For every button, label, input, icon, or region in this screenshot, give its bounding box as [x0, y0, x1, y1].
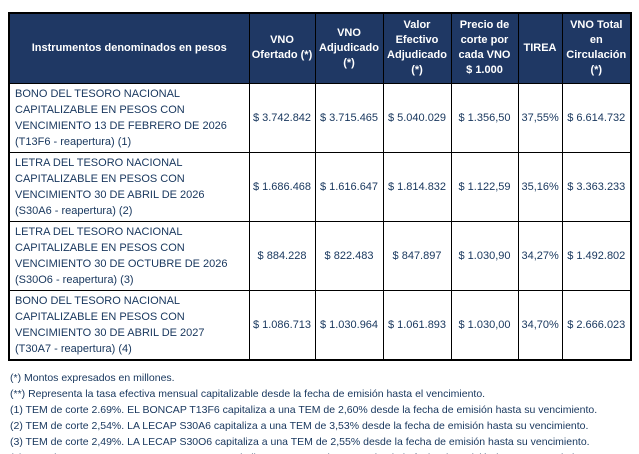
column-header-instrumentos: Instrumentos denominados en pesos [8, 12, 250, 84]
table-row: LETRA DEL TESORO NACIONAL CAPITALIZABLE … [8, 220, 632, 291]
footnote-3: (3) TEM de corte 2,49%. LA LECAP S30O6 c… [10, 435, 590, 448]
vno-adjudicado-value: $ 1.616.647 [314, 151, 384, 222]
vno-ofertado-value: $ 1.686.468 [248, 151, 316, 222]
table-row: LETRA DEL TESORO NACIONAL CAPITALIZABLE … [8, 151, 632, 222]
vno-adjudicado-value: $ 1.030.964 [314, 289, 384, 360]
footnote-tasa-efectiva: (**) Representa la tasa efectiva mensual… [10, 387, 486, 400]
precio-corte-value: $ 1.030,90 [450, 220, 519, 291]
tirea-value: 34,27% [517, 220, 563, 291]
valor-efectivo-value: $ 1.814.832 [382, 151, 452, 222]
valor-efectivo-value: $ 847.897 [382, 220, 452, 291]
precio-corte-value: $ 1.122,59 [450, 151, 519, 222]
column-header-valor-efectivo: Valor Efectivo Adjudicado (*) [382, 12, 452, 84]
precio-corte-value: $ 1.356,50 [450, 82, 519, 153]
column-header-vno-adjudicado: VNO Adjudicado (*) [314, 12, 384, 84]
vno-ofertado-value: $ 3.742.842 [248, 82, 316, 153]
vno-adjudicado-value: $ 822.483 [314, 220, 384, 291]
tirea-value: 35,16% [517, 151, 563, 222]
vno-adjudicado-value: $ 3.715.465 [314, 82, 384, 153]
column-header-tirea: TIREA [517, 12, 563, 84]
vno-total-value: $ 1.492.802 [561, 220, 632, 291]
footnote-4: (4) TEM de corte 2,51%. EL BONCAP T30A7 … [10, 450, 630, 454]
vno-ofertado-value: $ 1.086.713 [248, 289, 316, 360]
vno-total-value: $ 3.363.233 [561, 151, 632, 222]
precio-corte-value: $ 1.030,00 [450, 289, 519, 360]
instrument-name: BONO DEL TESORO NACIONAL CAPITALIZABLE E… [8, 289, 250, 360]
column-header-vno-ofertado: VNO Ofertado (*) [248, 12, 316, 84]
table-body: BONO DEL TESORO NACIONAL CAPITALIZABLE E… [8, 82, 632, 360]
vno-total-value: $ 6.614.732 [561, 82, 632, 153]
valor-efectivo-value: $ 5.040.029 [382, 82, 452, 153]
vno-ofertado-value: $ 884.228 [248, 220, 316, 291]
footnote-2: (2) TEM de corte 2,54%. LA LECAP S30A6 c… [10, 419, 589, 432]
table-header: Instrumentos denominados en pesos VNO Of… [8, 12, 632, 84]
tirea-value: 37,55% [517, 82, 563, 153]
instrument-name: LETRA DEL TESORO NACIONAL CAPITALIZABLE … [8, 151, 250, 222]
instrument-name: LETRA DEL TESORO NACIONAL CAPITALIZABLE … [8, 220, 250, 291]
vno-total-value: $ 2.666.023 [561, 289, 632, 360]
valor-efectivo-value: $ 1.061.893 [382, 289, 452, 360]
table-row: BONO DEL TESORO NACIONAL CAPITALIZABLE E… [8, 82, 632, 153]
table-row: BONO DEL TESORO NACIONAL CAPITALIZABLE E… [8, 289, 632, 360]
tirea-value: 34,70% [517, 289, 563, 360]
header-row: Instrumentos denominados en pesos VNO Of… [8, 12, 632, 84]
column-header-precio-corte: Precio de corte por cada VNO $ 1.000 [450, 12, 519, 84]
instrument-name: BONO DEL TESORO NACIONAL CAPITALIZABLE E… [8, 82, 250, 153]
footnotes: (*) Montos expresados en millones. (**) … [10, 370, 630, 454]
column-header-vno-total: VNO Total en Circulación (*) [561, 12, 632, 84]
footnote-montos: (*) Montos expresados en millones. [10, 371, 175, 384]
footnote-1: (1) TEM de corte 2.69%. EL BONCAP T13F6 … [10, 403, 598, 416]
auction-results-table: Instrumentos denominados en pesos VNO Of… [8, 12, 632, 361]
